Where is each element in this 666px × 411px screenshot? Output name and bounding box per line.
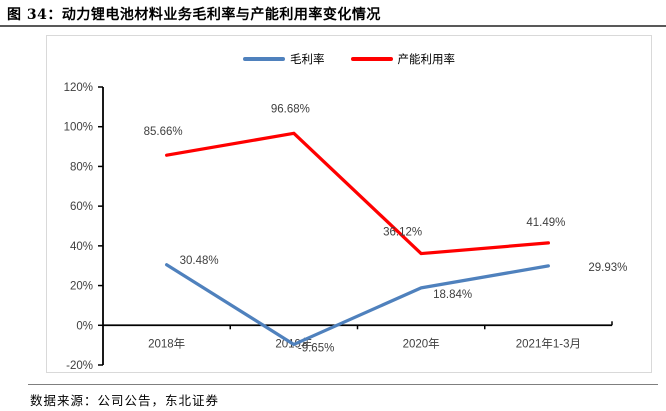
y-tick-label: -20% bbox=[66, 360, 93, 372]
title-divider bbox=[0, 25, 666, 27]
series-gross-margin-line bbox=[165, 263, 550, 347]
y-tick-label: 80% bbox=[70, 161, 93, 173]
figure-title: 图 34：动力锂电池材料业务毛利率与产能利用率变化情况 bbox=[7, 7, 381, 23]
data-point-label: 29.93% bbox=[588, 262, 627, 274]
legend-item-capacity-utilization[interactable]: 产能利用率 bbox=[350, 51, 456, 67]
data-labels: 30.48% -9.65% 18.84% 29.93% bbox=[180, 255, 628, 355]
data-point-label: 18.84% bbox=[433, 289, 472, 301]
x-tick-label: 2020年 bbox=[403, 336, 440, 350]
chart-legend: 毛利率 产能利用率 bbox=[47, 51, 651, 67]
series-capacity-utilization-line bbox=[165, 131, 550, 256]
data-point-label: 41.49% bbox=[526, 217, 565, 229]
y-tick-label: 20% bbox=[70, 281, 93, 293]
gross-margin-line-swatch bbox=[243, 57, 285, 61]
source-divider bbox=[28, 384, 658, 385]
data-point-label: 30.48% bbox=[180, 255, 219, 267]
data-point-label: 85.66% bbox=[144, 126, 183, 138]
legend-label-gross-margin: 毛利率 bbox=[290, 54, 325, 66]
capacity-utilization-line-swatch bbox=[350, 57, 393, 61]
data-labels: 85.66% 96.68% 36.12% 41.49% bbox=[144, 103, 566, 238]
data-point-label: 36.12% bbox=[383, 227, 422, 239]
data-source-note: 数据来源：公司公告，东北证券 bbox=[30, 393, 220, 408]
line-chart-plot: 120%100%80%60%40%20%0%-20%2018年 2019年 2020… bbox=[64, 82, 628, 372]
data-point-label: -9.65% bbox=[298, 342, 334, 354]
x-tick-label: 2021年1-3月 bbox=[516, 336, 581, 350]
legend-label-capacity-utilization: 产能利用率 bbox=[397, 54, 456, 66]
x-axis: 2018年 2019年 2020年 2021年1-3月 bbox=[103, 321, 613, 350]
y-axis: 120% 100% 80% 60% 40% 20% 0% -20% bbox=[64, 82, 104, 372]
y-tick-label: 120% bbox=[64, 82, 93, 94]
data-point-label: 96.68% bbox=[271, 103, 310, 115]
legend-item-gross-margin[interactable]: 毛利率 bbox=[243, 51, 325, 67]
chart-area: 毛利率 产能利用率 120% 100% 80% 60% 40% 20% 0% -20% 2018… bbox=[46, 35, 652, 373]
y-tick-label: 60% bbox=[70, 201, 93, 213]
y-tick-label: 100% bbox=[64, 122, 93, 134]
y-tick-label: 40% bbox=[70, 241, 93, 253]
x-tick-label: 2018年 bbox=[148, 336, 185, 350]
y-tick-label: 0% bbox=[76, 320, 93, 332]
